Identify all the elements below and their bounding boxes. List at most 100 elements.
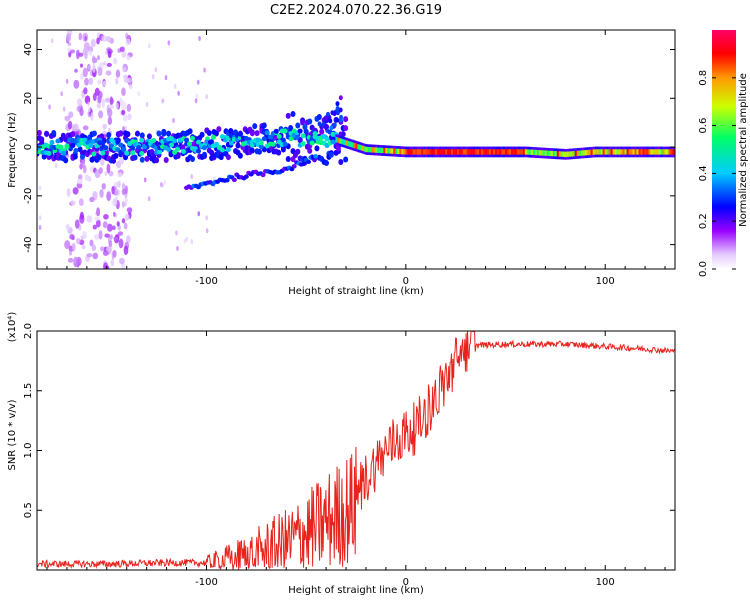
colorbar-tick-label: 0.6: [698, 118, 709, 134]
spectrogram-tone-core: [361, 145, 364, 151]
spectrogram-noise-cell: [92, 224, 97, 230]
spectrogram-cell: [335, 117, 340, 123]
spectrogram-cell: [49, 139, 55, 145]
spectrogram-tone-core: [433, 149, 436, 155]
spectrogram-noise-cell: [50, 38, 54, 44]
spectrogram-cell: [139, 137, 145, 143]
spectrogram-noise-cell: [123, 245, 129, 256]
spectrogram-cell: [113, 152, 119, 159]
spectrogram-tone-core: [459, 149, 462, 155]
spectrogram-tone-core: [413, 149, 416, 155]
spectrogram-cell: [258, 144, 264, 150]
spectrogram-tone-core: [403, 149, 406, 155]
spectrogram-noise-cell: [101, 183, 106, 190]
spectrogram-tone-core: [646, 149, 649, 155]
spectrogram-tone-core: [347, 140, 350, 147]
spectrogram-noise-cell: [97, 67, 103, 77]
spectrogram-tone-core: [349, 141, 352, 147]
spectrogram-noise-cell: [161, 98, 165, 104]
spectrogram-tone-core: [560, 151, 563, 157]
spectrogram-noise-cell: [76, 98, 83, 107]
spectrogram-cell: [154, 157, 160, 164]
spectrogram-noise-cell: [48, 104, 51, 110]
spectrogram-tone-core: [391, 148, 394, 154]
spectrogram-cell: [261, 136, 267, 142]
spectrogram-tone-core: [419, 149, 422, 155]
spectrogram-cell: [300, 119, 306, 126]
spectrogram-noise-cell: [65, 78, 69, 84]
spectrogram-cell: [169, 142, 175, 148]
spectrogram-noise-cell: [54, 162, 58, 168]
spectrogram-tone-core: [421, 149, 424, 155]
spectrogram-noise-cell: [66, 187, 71, 198]
spectrogram-noise-cell: [87, 64, 91, 70]
spectrogram-cell: [328, 118, 333, 124]
spectrogram-cell: [295, 122, 301, 129]
spectrogram-tone-core: [604, 149, 607, 155]
spectrogram-cell: [210, 134, 216, 140]
spectrogram-tone-core: [590, 149, 593, 155]
spectrogram-noise-cell: [102, 250, 109, 256]
snr-x-tick-label: -100: [195, 577, 218, 588]
spectrogram-cell: [323, 159, 329, 166]
spectrogram-noise-cell: [106, 163, 111, 174]
spectrogram-cell: [294, 134, 300, 140]
spectrogram-cell: [106, 131, 112, 138]
spectrogram-tone-core: [632, 149, 635, 155]
spectrogram-tone-core: [558, 151, 561, 157]
spectrogram-tone-core: [387, 148, 390, 154]
spectrogram-cell: [338, 95, 343, 101]
spectrogram-tone-core: [552, 150, 555, 157]
spectrogram-panel: -100 0 100 40 20 0 -20 -40 Height of straight l…: [7, 29, 676, 297]
spectrogram-tone-core: [642, 149, 645, 155]
spectrogram-noise-cell: [38, 225, 42, 231]
spectrogram-noise-cell: [111, 225, 116, 231]
spectrogram-noise-cell: [147, 43, 151, 49]
spectrogram-noise-cell: [60, 91, 63, 97]
spectrogram-noise-cell: [99, 157, 105, 166]
spectrogram-cell: [166, 146, 172, 152]
spectrogram-cell: [96, 154, 102, 161]
spectrogram-tone-core: [357, 144, 360, 150]
spectrogram-cell: [285, 112, 291, 119]
spectrogram-cell: [37, 129, 42, 136]
colorbar-tick-label: 0.2: [698, 213, 709, 229]
spectrogram-tone-core: [443, 149, 446, 155]
spectrogram-noise-cell: [205, 215, 208, 221]
spectrogram-tone-core: [469, 149, 472, 155]
spectrogram-cell: [184, 137, 190, 143]
spectrogram-cell: [267, 134, 273, 140]
spectrogram-noise-cell: [116, 221, 120, 227]
spectrogram-tone-core: [425, 149, 428, 155]
spectrogram-noise-cell: [198, 35, 201, 41]
snr-y-tick-label: 1.5: [23, 383, 34, 399]
spectrogram-noise-cell: [195, 93, 199, 99]
spectrogram-tone-core: [492, 149, 496, 155]
colorbar: 0.0 0.2 0.4 0.6 0.8 Normalized spectral ampl…: [698, 30, 749, 277]
spectrogram-cell: [124, 138, 130, 144]
spectrogram-noise-cell: [121, 50, 127, 58]
spectrogram-cell: [282, 141, 288, 147]
spectrogram-tone-core: [506, 149, 510, 155]
spectrogram-cell: [288, 136, 294, 142]
spectrogram-tone-core: [490, 149, 494, 155]
spectrogram-tone-core: [371, 147, 374, 153]
spectrogram-tone-core: [532, 149, 536, 156]
spectrogram-tone-core: [664, 149, 667, 155]
spectrogram-noise-cell: [94, 216, 100, 221]
spectrogram-noise-cell: [79, 73, 84, 80]
spectrogram-tone-core: [375, 147, 378, 153]
spectrogram-tone-core: [572, 151, 575, 157]
spectrogram-tone-core: [363, 146, 366, 152]
spectrogram-noise-cell: [102, 221, 108, 229]
spectrogram-cell: [195, 139, 201, 145]
spectrogram-tone-core: [355, 143, 358, 149]
spectrogram-tone-core: [512, 149, 516, 155]
spectrogram-tone-core: [524, 149, 528, 155]
spectrogram-y-tick-label: 20: [23, 92, 34, 105]
spectrogram-cell: [46, 150, 52, 156]
spectrogram-tone-core: [488, 149, 492, 155]
spectrogram-noise-cell: [118, 257, 125, 265]
